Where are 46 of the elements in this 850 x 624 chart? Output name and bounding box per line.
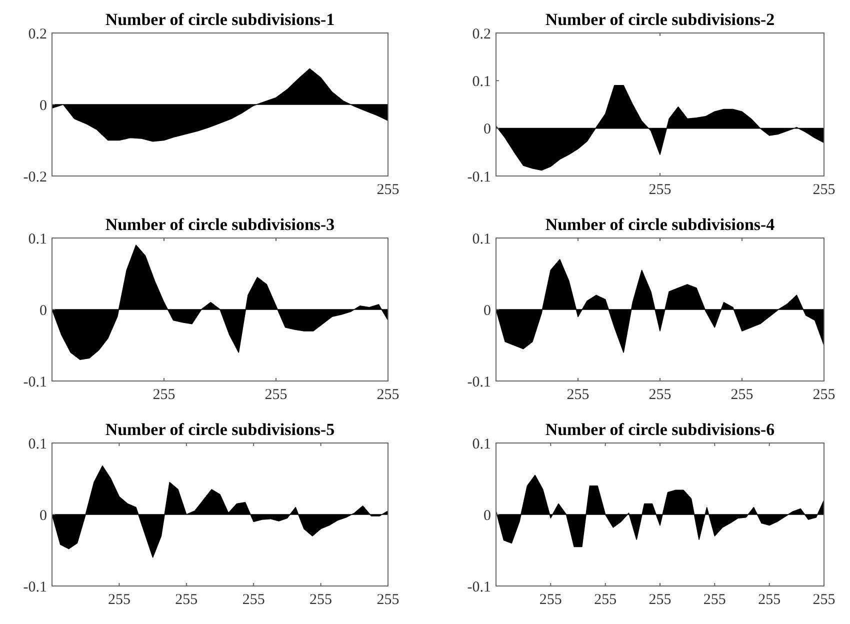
x-tick-label: 255 [730,387,754,403]
y-tick-label: 0.1 [472,74,491,90]
x-tick-label: 255 [594,592,617,608]
x-tick-label: 255 [376,592,400,608]
x-tick-label: 255 [376,387,400,403]
y-tick-label: 0.1 [28,436,47,452]
x-tick-label: 255 [310,592,332,608]
x-tick-label: 255 [812,387,836,403]
y-tick-label: -0.1 [23,579,47,596]
x-tick-label: 255 [648,592,672,608]
y-tick-label: 0.1 [28,231,47,248]
y-tick-label: 0 [40,508,47,524]
y-tick-label: 0.2 [472,26,491,42]
y-tick-label: -0.1 [467,374,491,390]
x-tick-label: 255 [108,592,130,608]
chart-title: Number of circle subdivisions-1 [105,10,335,29]
y-tick-label: 0.1 [472,231,491,248]
x-tick-label: 255 [175,592,198,608]
y-tick-label: 0 [40,98,47,114]
x-tick-label: 255 [376,182,400,198]
x-tick-label: 255 [566,387,590,403]
y-tick-label: 0 [40,302,47,319]
chart-title: Number of circle subdivisions-6 [545,420,775,439]
chart-title: Number of circle subdivisions-2 [545,10,775,29]
y-tick-label: 0 [484,122,491,138]
x-tick-label: 255 [703,592,726,608]
x-tick-label: 255 [152,387,176,403]
y-tick-label: 0.2 [28,26,47,42]
x-tick-label: 255 [812,592,836,608]
y-tick-label: -0.1 [467,579,491,596]
x-tick-label: 255 [264,387,288,403]
y-tick-label: 0 [484,508,491,524]
x-tick-label: 255 [648,182,672,198]
x-tick-label: 255 [539,592,562,608]
y-tick-label: 0.1 [472,436,491,452]
x-tick-label: 255 [812,182,836,198]
x-tick-label: 255 [242,592,265,608]
chart-title: Number of circle subdivisions-3 [105,215,335,234]
y-tick-label: -0.1 [23,374,47,390]
chart-title: Number of circle subdivisions-5 [105,420,335,439]
y-tick-label: -0.2 [23,169,47,186]
chart-title: Number of circle subdivisions-4 [545,215,776,234]
x-tick-label: 255 [648,387,672,403]
y-tick-label: -0.1 [467,169,491,186]
y-tick-label: 0 [484,302,491,319]
x-tick-label: 255 [758,592,781,608]
